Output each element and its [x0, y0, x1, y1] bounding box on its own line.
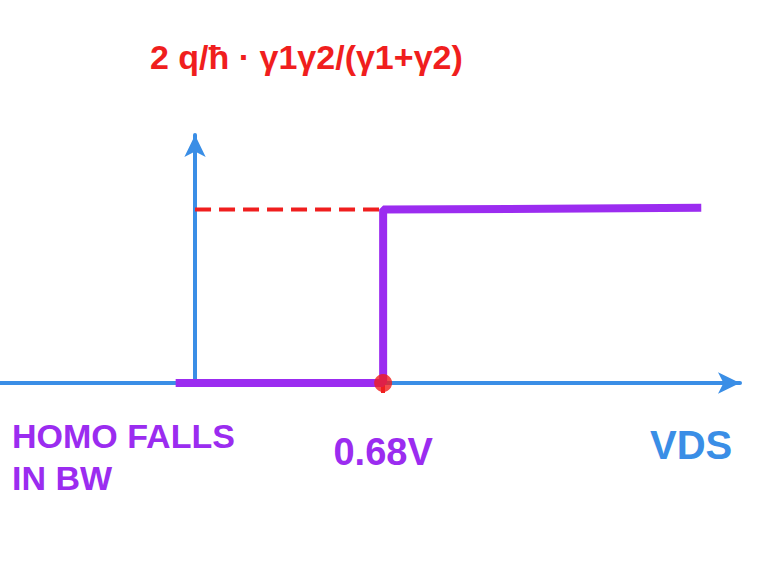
svg-text:2 q/ħ · γ1γ2/(γ1+γ2): 2 q/ħ · γ1γ2/(γ1+γ2) — [150, 38, 463, 76]
svg-text:IN BW: IN BW — [12, 459, 113, 497]
svg-text:0.68V: 0.68V — [333, 431, 433, 473]
svg-text:HOMO FALLS: HOMO FALLS — [12, 417, 235, 455]
svg-text:VDS: VDS — [650, 423, 732, 467]
